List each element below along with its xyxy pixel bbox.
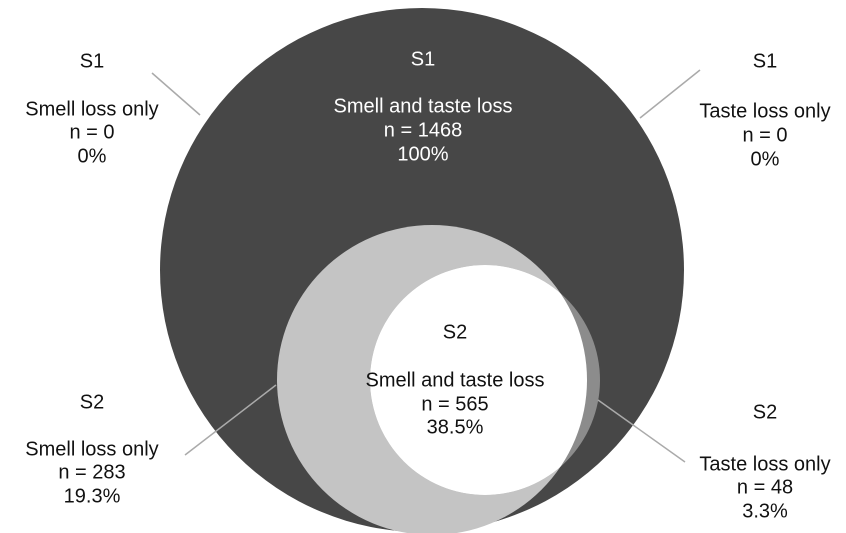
region-n: n = 565 <box>421 393 488 415</box>
s2-intersection <box>370 265 587 495</box>
leader-line <box>184 384 277 456</box>
set-label: S1 <box>753 50 777 72</box>
region-n: n = 48 <box>737 476 793 498</box>
leader-line <box>639 69 701 119</box>
set-label: S2 <box>753 401 777 423</box>
region-pct: 0% <box>78 145 107 167</box>
region-pct: 3.3% <box>742 500 788 522</box>
region-n: n = 0 <box>69 121 114 143</box>
region-pct: 19.3% <box>64 485 121 507</box>
region-pct: 0% <box>751 148 780 170</box>
region-title: Smell loss only <box>25 98 158 120</box>
region-title: Smell loss only <box>25 438 158 460</box>
set-label: S2 <box>80 391 104 413</box>
leader-line <box>597 399 686 463</box>
region-n: n = 1468 <box>384 119 462 141</box>
region-pct: 38.5% <box>427 416 484 438</box>
leader-line <box>151 72 201 116</box>
region-title: Taste loss only <box>699 453 830 475</box>
region-title: Smell and taste loss <box>334 95 513 117</box>
set-label: S2 <box>443 321 467 343</box>
region-n: n = 0 <box>742 124 787 146</box>
region-n: n = 283 <box>58 461 125 483</box>
region-pct: 100% <box>397 143 448 165</box>
region-title: Taste loss only <box>699 100 830 122</box>
set-label: S1 <box>411 48 435 70</box>
set-label: S1 <box>80 50 104 72</box>
region-title: Smell and taste loss <box>366 369 545 391</box>
